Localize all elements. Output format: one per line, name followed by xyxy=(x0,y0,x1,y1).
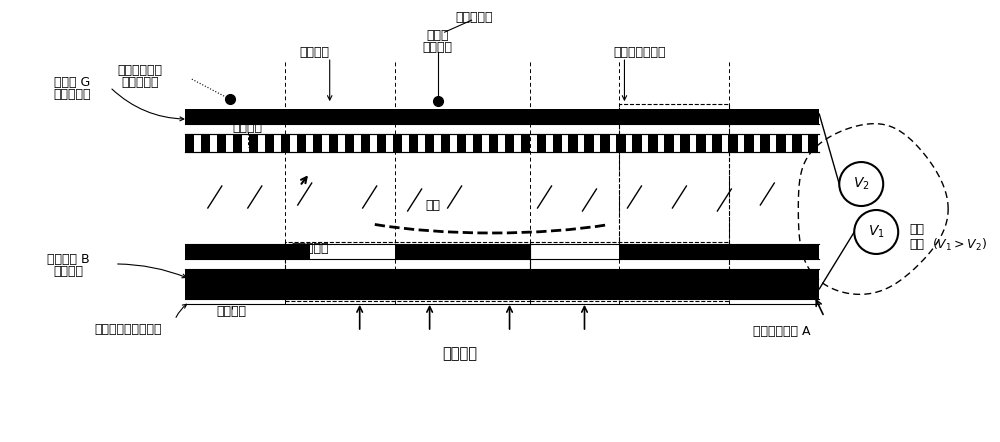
Bar xyxy=(185,269,819,284)
Bar xyxy=(185,244,310,259)
Bar xyxy=(712,134,722,152)
Bar xyxy=(537,134,546,152)
Bar xyxy=(393,134,402,152)
Text: 顶层图案: 顶层图案 xyxy=(53,266,83,278)
Text: $V_1$: $V_1$ xyxy=(868,224,885,240)
Text: C$_{AG}$: C$_{AG}$ xyxy=(396,283,419,298)
Text: ($V_1$$>$$V_2$): ($V_1$$>$$V_2$) xyxy=(932,237,987,253)
Bar xyxy=(217,134,226,152)
Bar xyxy=(680,134,690,152)
Text: 单元液晶散光微柱镜: 单元液晶散光微柱镜 xyxy=(94,324,162,336)
Bar xyxy=(233,134,242,152)
Text: 第二基片: 第二基片 xyxy=(233,121,263,133)
Bar xyxy=(619,104,729,246)
Text: 电压: 电压 xyxy=(909,239,924,251)
Text: C$_{BG}$: C$_{BG}$ xyxy=(663,111,686,127)
Text: 定向层: 定向层 xyxy=(426,29,449,42)
Bar xyxy=(489,134,498,152)
Bar xyxy=(600,134,610,152)
Text: 等效常规凹: 等效常规凹 xyxy=(121,76,159,89)
Circle shape xyxy=(854,210,898,254)
Bar xyxy=(441,134,450,152)
Text: 化电极板 B: 化电极板 B xyxy=(47,253,89,267)
Bar xyxy=(584,134,594,152)
Text: 顶层面电极板 A: 顶层面电极板 A xyxy=(753,325,810,339)
Bar xyxy=(808,134,818,152)
Bar xyxy=(201,134,210,152)
Text: 第一液晶: 第一液晶 xyxy=(423,41,453,53)
Text: C$_{AB}$: C$_{AB}$ xyxy=(613,283,636,298)
Bar xyxy=(728,134,738,152)
Bar xyxy=(616,134,626,152)
Text: 发散光束: 发散光束 xyxy=(300,46,330,59)
Bar xyxy=(744,134,754,152)
Bar xyxy=(457,134,466,152)
Bar xyxy=(568,134,578,152)
Bar xyxy=(185,284,819,299)
Text: 第二液晶定向层: 第二液晶定向层 xyxy=(613,46,666,59)
Bar xyxy=(329,134,338,152)
Bar xyxy=(313,134,322,152)
Text: 液晶: 液晶 xyxy=(425,198,440,212)
Bar xyxy=(297,134,306,152)
Bar xyxy=(285,242,530,301)
Bar xyxy=(521,134,530,152)
Circle shape xyxy=(839,162,883,206)
Bar xyxy=(632,134,642,152)
Bar xyxy=(505,134,514,152)
Bar xyxy=(345,134,354,152)
Text: 信号: 信号 xyxy=(909,224,924,236)
Text: 入射光束: 入射光束 xyxy=(442,347,477,362)
Bar xyxy=(377,134,386,152)
Bar xyxy=(792,134,802,152)
Bar xyxy=(265,134,274,152)
Bar xyxy=(760,134,770,152)
Text: 第一基片: 第一基片 xyxy=(217,305,247,318)
Bar xyxy=(409,134,418,152)
Bar xyxy=(619,244,819,259)
Bar xyxy=(553,134,562,152)
Bar xyxy=(361,134,370,152)
Bar xyxy=(473,134,482,152)
Bar xyxy=(530,242,729,301)
Text: 极间绵缘层: 极间绵缘层 xyxy=(292,243,329,255)
Bar xyxy=(696,134,706,152)
Bar xyxy=(648,134,658,152)
Text: 长方形散斌: 长方形散斌 xyxy=(456,11,493,24)
Bar xyxy=(249,134,258,152)
Text: 曲面折射轮廓: 曲面折射轮廓 xyxy=(117,64,162,76)
Bar xyxy=(185,134,194,152)
Bar xyxy=(395,244,530,259)
Text: $V_2$: $V_2$ xyxy=(853,176,870,192)
Bar xyxy=(425,134,434,152)
Bar xyxy=(281,134,290,152)
Text: 网孔状共地: 网孔状共地 xyxy=(53,88,91,101)
Bar xyxy=(185,109,819,124)
Bar xyxy=(776,134,786,152)
Bar xyxy=(664,134,674,152)
Text: 电极板 G: 电极板 G xyxy=(54,76,90,89)
